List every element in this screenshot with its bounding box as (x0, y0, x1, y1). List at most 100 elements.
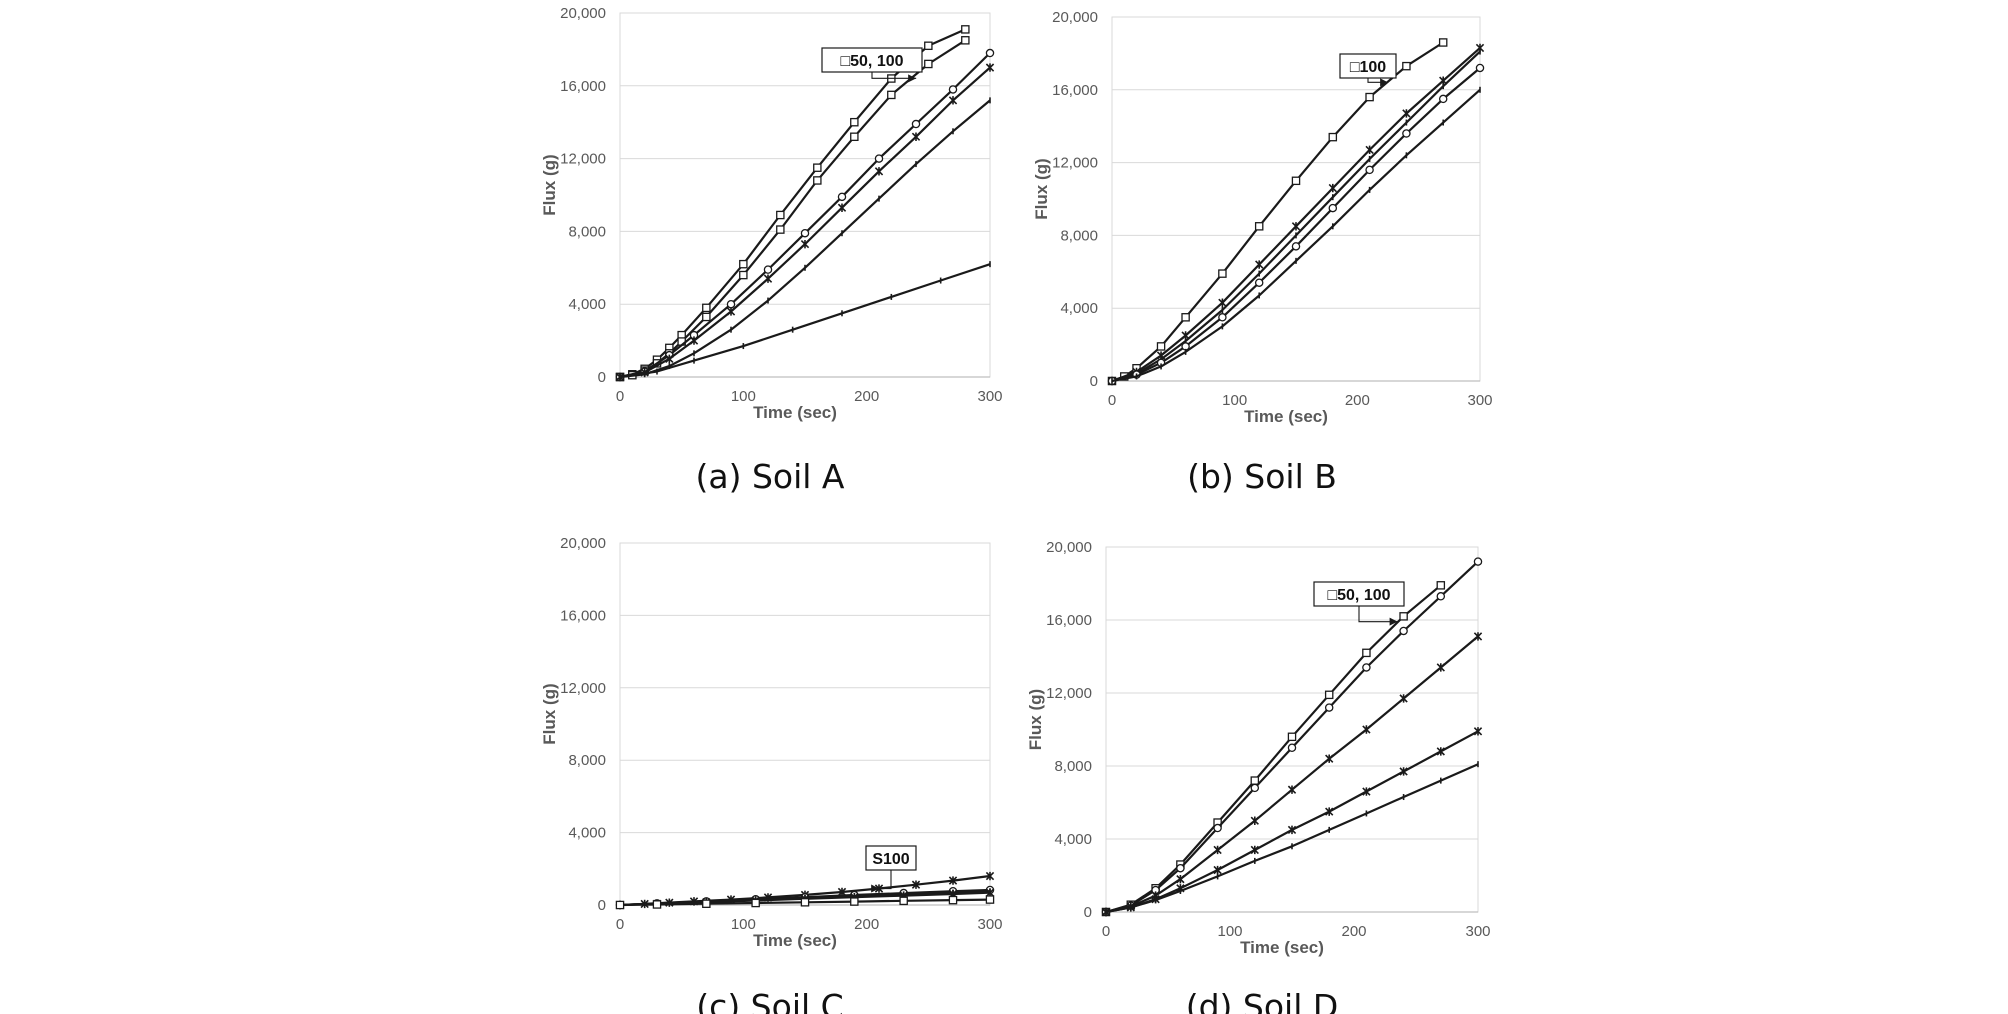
callout-arrowhead (871, 884, 880, 893)
panel-caption: (d) Soil D (1186, 987, 1339, 1014)
data-point (1328, 183, 1337, 193)
data-point (1402, 109, 1411, 118)
y-tick-label: 16,000 (1046, 612, 1092, 629)
data-point (702, 312, 711, 322)
callout-leader (871, 72, 917, 79)
data-point (1250, 776, 1260, 785)
data-point (911, 880, 921, 889)
data-point (776, 210, 785, 220)
data-point (1291, 176, 1301, 186)
data-point (1365, 92, 1374, 102)
callout-label: □50, 100 (840, 53, 903, 70)
data-point (1325, 754, 1334, 763)
chart-panel-1: 0 4,000 8,000 12,000 16,000 20,000 0 100 200 300 T… (540, 5, 1003, 496)
data-point (985, 48, 995, 58)
series-line (1105, 763, 1479, 914)
y-tick-label: 12,000 (560, 680, 606, 697)
data-point (1291, 222, 1301, 231)
data-point (800, 239, 810, 249)
x-tick-label: 0 (1108, 392, 1116, 409)
x-tick-label: 0 (616, 916, 624, 933)
data-point (1365, 165, 1374, 175)
x-tick-label: 300 (1465, 923, 1490, 940)
y-tick-label: 0 (1090, 373, 1098, 390)
y-tick-label: 12,000 (560, 151, 606, 168)
series-4 (1107, 63, 1485, 386)
series-line (1111, 88, 1481, 383)
callout: □100 (1339, 53, 1397, 87)
series-6 (619, 261, 991, 380)
data-point (1325, 807, 1334, 816)
data-point (739, 270, 748, 280)
data-point (689, 336, 699, 345)
data-point (948, 876, 958, 885)
data-point (800, 898, 810, 907)
callout: □50, 100 (1313, 581, 1405, 626)
x-axis-title: Time (sec) (1244, 407, 1328, 426)
y-tick-label: 8,000 (568, 223, 606, 240)
data-point (850, 132, 859, 142)
y-tick-label: 4,000 (568, 825, 606, 842)
data-point (1213, 865, 1222, 875)
y-tick-label: 20,000 (560, 535, 606, 552)
data-point (652, 900, 662, 909)
y-tick-label: 8,000 (1054, 758, 1092, 775)
data-point (665, 354, 674, 363)
data-point (924, 41, 933, 51)
data-point (1402, 129, 1411, 138)
data-point (961, 25, 970, 34)
series-4 (615, 63, 995, 382)
x-tick-label: 100 (731, 916, 756, 933)
callout-label: S100 (872, 851, 909, 868)
x-tick-label: 200 (1345, 392, 1370, 409)
series-line (1111, 50, 1481, 383)
data-point (1473, 557, 1483, 566)
y-tick-label: 8,000 (1060, 227, 1098, 244)
data-point (1218, 269, 1227, 278)
data-point (1399, 767, 1408, 776)
data-point (948, 895, 958, 905)
data-point (763, 274, 773, 283)
x-tick-label: 100 (1222, 392, 1247, 409)
series-2 (1107, 43, 1485, 386)
data-point (1254, 278, 1264, 287)
callout-box (865, 845, 917, 871)
data-point (948, 96, 958, 105)
y-tick-label: 0 (1084, 904, 1092, 921)
data-point (813, 163, 822, 172)
data-point (1324, 690, 1334, 700)
data-point (874, 154, 884, 163)
panel-caption: (b) Soil B (1187, 457, 1337, 496)
series-3 (1111, 48, 1481, 384)
series-line (619, 66, 991, 379)
callout-arrowhead (908, 74, 917, 83)
data-point (702, 303, 711, 313)
series-line (1105, 584, 1442, 914)
data-point (837, 192, 847, 202)
series-line (1111, 41, 1444, 383)
y-tick-label: 12,000 (1046, 685, 1092, 702)
series-5 (1105, 761, 1479, 915)
data-point (1218, 298, 1227, 307)
y-tick-label: 16,000 (560, 607, 606, 624)
data-point (1438, 94, 1448, 104)
series-3 (1101, 632, 1483, 917)
data-point (1436, 592, 1446, 601)
x-tick-label: 200 (854, 388, 879, 405)
data-point (1255, 260, 1264, 269)
plot-area (619, 542, 991, 906)
y-tick-label: 0 (598, 369, 606, 386)
data-point (1473, 632, 1483, 641)
data-point (1287, 825, 1297, 835)
data-point (1399, 694, 1408, 703)
chart-panel-4: 0 4,000 8,000 12,000 16,000 20,000 0 100 200 300 T… (1026, 539, 1491, 1014)
series-5 (619, 97, 991, 380)
callout: □50, 100 (821, 47, 923, 83)
data-point (1328, 132, 1338, 142)
data-point (850, 897, 859, 906)
data-point (726, 299, 736, 309)
y-tick-label: 4,000 (1060, 300, 1098, 317)
y-tick-label: 20,000 (1052, 9, 1098, 26)
data-point (813, 176, 822, 185)
